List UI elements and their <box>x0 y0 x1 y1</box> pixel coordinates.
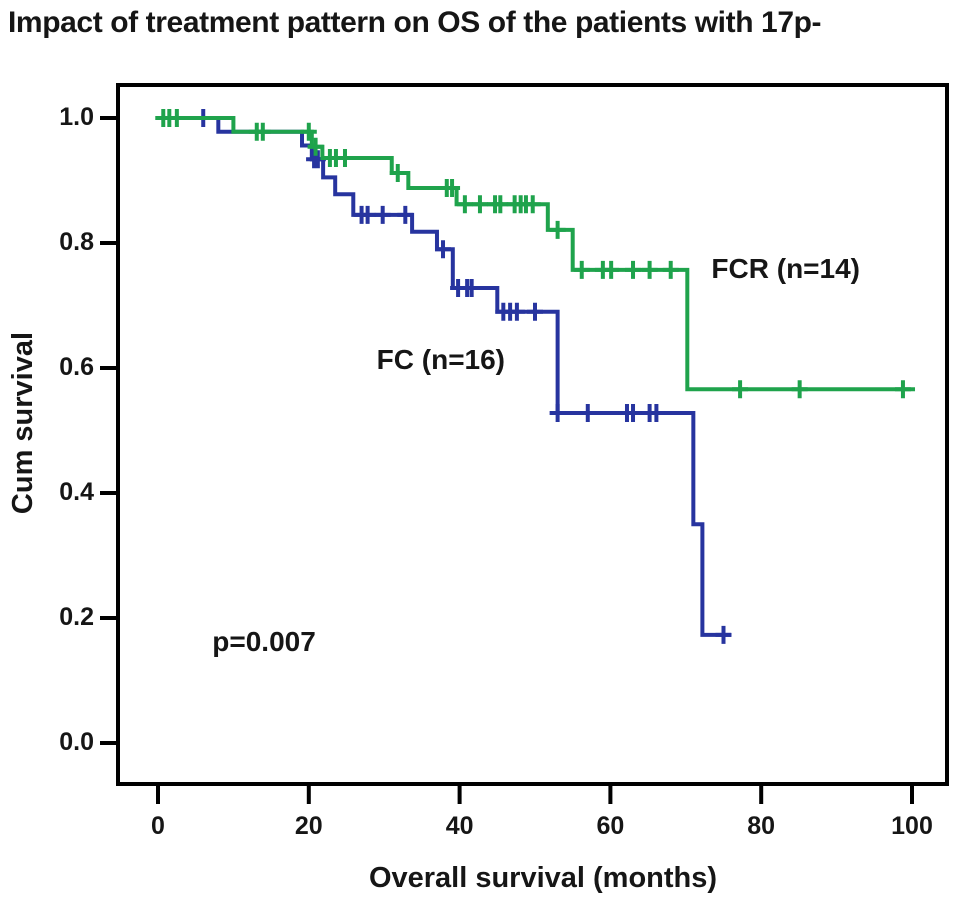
x-tick-label-0: 0 <box>151 812 165 840</box>
censor-mark-fcr <box>307 137 324 156</box>
censor-mark-fc <box>359 205 376 224</box>
censor-mark-fcr <box>456 195 473 214</box>
censor-mark-fcr <box>791 380 808 399</box>
censor-mark-fc <box>463 279 480 297</box>
y-tick-label-0.8: 0.8 <box>59 228 94 256</box>
y-tick-label-0.2: 0.2 <box>59 603 94 631</box>
censor-mark-fcr <box>625 260 642 279</box>
plot-frame <box>116 83 949 786</box>
censor-mark-fcr <box>168 109 185 127</box>
x-tick-label-60: 60 <box>596 812 625 840</box>
censor-mark-fcr <box>662 260 679 279</box>
censor-mark-fcr <box>524 195 541 214</box>
censor-mark-fcr <box>549 220 566 239</box>
censor-mark-fcr <box>641 260 658 279</box>
y-tick-label-0.6: 0.6 <box>59 353 94 381</box>
fcr-series-label: FCR (n=14) <box>711 253 860 285</box>
censor-mark-fcr <box>254 122 271 141</box>
y-axis-label: Cum survival <box>7 331 39 515</box>
censor-mark-fcr <box>573 260 590 279</box>
x-tick-label-100: 100 <box>891 812 933 840</box>
censor-mark-fc <box>648 404 665 422</box>
y-tick-label-1.0: 1.0 <box>59 103 94 131</box>
censor-mark-fcr <box>603 260 620 279</box>
censor-mark-fc <box>435 240 452 259</box>
censor-mark-fc <box>549 404 566 422</box>
x-tick-label-20: 20 <box>294 812 323 840</box>
censor-mark-fc <box>374 205 391 224</box>
survival-curve-fcr <box>158 116 916 392</box>
x-tick-label-40: 40 <box>445 812 474 840</box>
x-axis-label: Overall survival (months) <box>368 862 718 894</box>
censor-mark-fcr <box>492 195 509 214</box>
censor-mark-fcr <box>732 380 749 399</box>
x-tick-label-80: 80 <box>747 812 776 840</box>
censor-mark-fc <box>579 404 596 422</box>
y-tick-label-0.4: 0.4 <box>59 478 94 506</box>
censor-mark-fc <box>508 302 525 321</box>
survival-curve-fc <box>158 116 732 637</box>
censor-mark-fc <box>527 302 543 321</box>
censor-mark-fcr <box>300 122 317 141</box>
censor-mark-fc <box>715 625 732 644</box>
chart-title: Impact of treatment pattern on OS of the… <box>8 6 822 39</box>
y-tick-label-0.0: 0.0 <box>59 728 94 756</box>
censor-mark-fcr <box>471 195 488 214</box>
censor-mark-fc <box>625 404 642 422</box>
censor-mark-fcr <box>336 149 353 167</box>
censor-mark-fc <box>397 205 414 224</box>
censor-mark-fcr <box>444 179 461 197</box>
censor-mark-fcr <box>894 380 911 399</box>
censor-mark-fcr <box>389 164 406 182</box>
fc-series-label: FC (n=16) <box>376 343 506 375</box>
p-value-annotation: p=0.007 <box>212 625 316 657</box>
